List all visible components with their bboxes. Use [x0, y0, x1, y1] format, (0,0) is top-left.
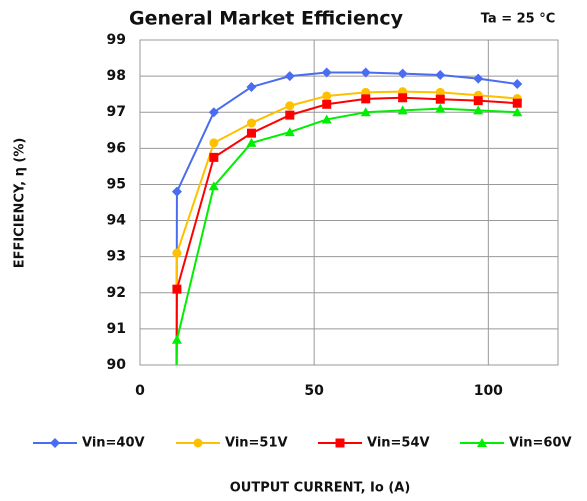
y-tick-label: 90	[107, 357, 127, 373]
annotation: Ta = 25 °C	[481, 12, 556, 27]
marker	[398, 93, 408, 103]
x-tick-label: 100	[474, 383, 503, 399]
plot-area	[139, 39, 559, 366]
marker	[321, 114, 332, 124]
marker	[473, 105, 484, 115]
marker	[208, 107, 219, 118]
marker	[360, 107, 371, 117]
series-line	[175, 90, 518, 366]
marker	[285, 101, 295, 111]
series-line	[175, 107, 518, 366]
marker	[361, 94, 371, 104]
legend-label: Vin=40V	[82, 436, 145, 451]
marker	[171, 334, 182, 344]
marker	[512, 107, 523, 117]
marker	[209, 138, 219, 148]
marker	[435, 94, 445, 104]
marker	[171, 186, 182, 197]
y-tick-label: 97	[107, 104, 126, 120]
marker	[322, 91, 332, 101]
y-tick-label: 99	[107, 32, 126, 48]
marker	[246, 128, 256, 138]
y-tick-label: 93	[107, 249, 126, 265]
legend-label: Vin=60V	[509, 436, 572, 451]
marker	[397, 68, 408, 79]
y-tick-label: 95	[107, 176, 126, 192]
marker	[397, 105, 408, 115]
marker	[246, 81, 257, 92]
y-tick-label: 98	[107, 68, 126, 84]
marker	[246, 118, 256, 128]
y-tick-label: 94	[107, 213, 127, 229]
x-tick-label: 50	[304, 383, 324, 399]
marker	[284, 127, 295, 137]
marker	[360, 67, 371, 78]
marker	[321, 67, 332, 78]
marker	[473, 73, 484, 84]
y-tick-label: 92	[107, 285, 126, 301]
marker	[477, 438, 487, 447]
marker	[50, 438, 60, 448]
marker	[172, 284, 182, 294]
marker	[193, 438, 203, 448]
marker	[172, 248, 182, 258]
legend-label: Vin=54V	[367, 436, 430, 451]
marker	[435, 103, 446, 113]
marker	[208, 181, 219, 191]
marker	[285, 110, 295, 120]
marker	[435, 87, 445, 97]
legend-label: Vin=51V	[225, 436, 288, 451]
y-tick-label: 96	[107, 140, 126, 156]
marker	[284, 71, 295, 82]
y-tick-label: 91	[107, 321, 126, 337]
chart-title: General Market Efficiency	[129, 8, 404, 30]
y-axis-label: EFFICIENCY, η (%)	[13, 138, 28, 269]
marker	[512, 98, 522, 108]
marker	[322, 99, 332, 109]
marker	[246, 137, 257, 147]
marker	[335, 438, 345, 448]
x-tick-label: 0	[135, 383, 145, 399]
x-axis-label: OUTPUT CURRENT, Io (A)	[230, 481, 411, 496]
series-line	[175, 96, 518, 366]
marker	[512, 79, 523, 90]
marker	[473, 96, 483, 106]
marker	[209, 152, 219, 162]
marker	[435, 70, 446, 81]
